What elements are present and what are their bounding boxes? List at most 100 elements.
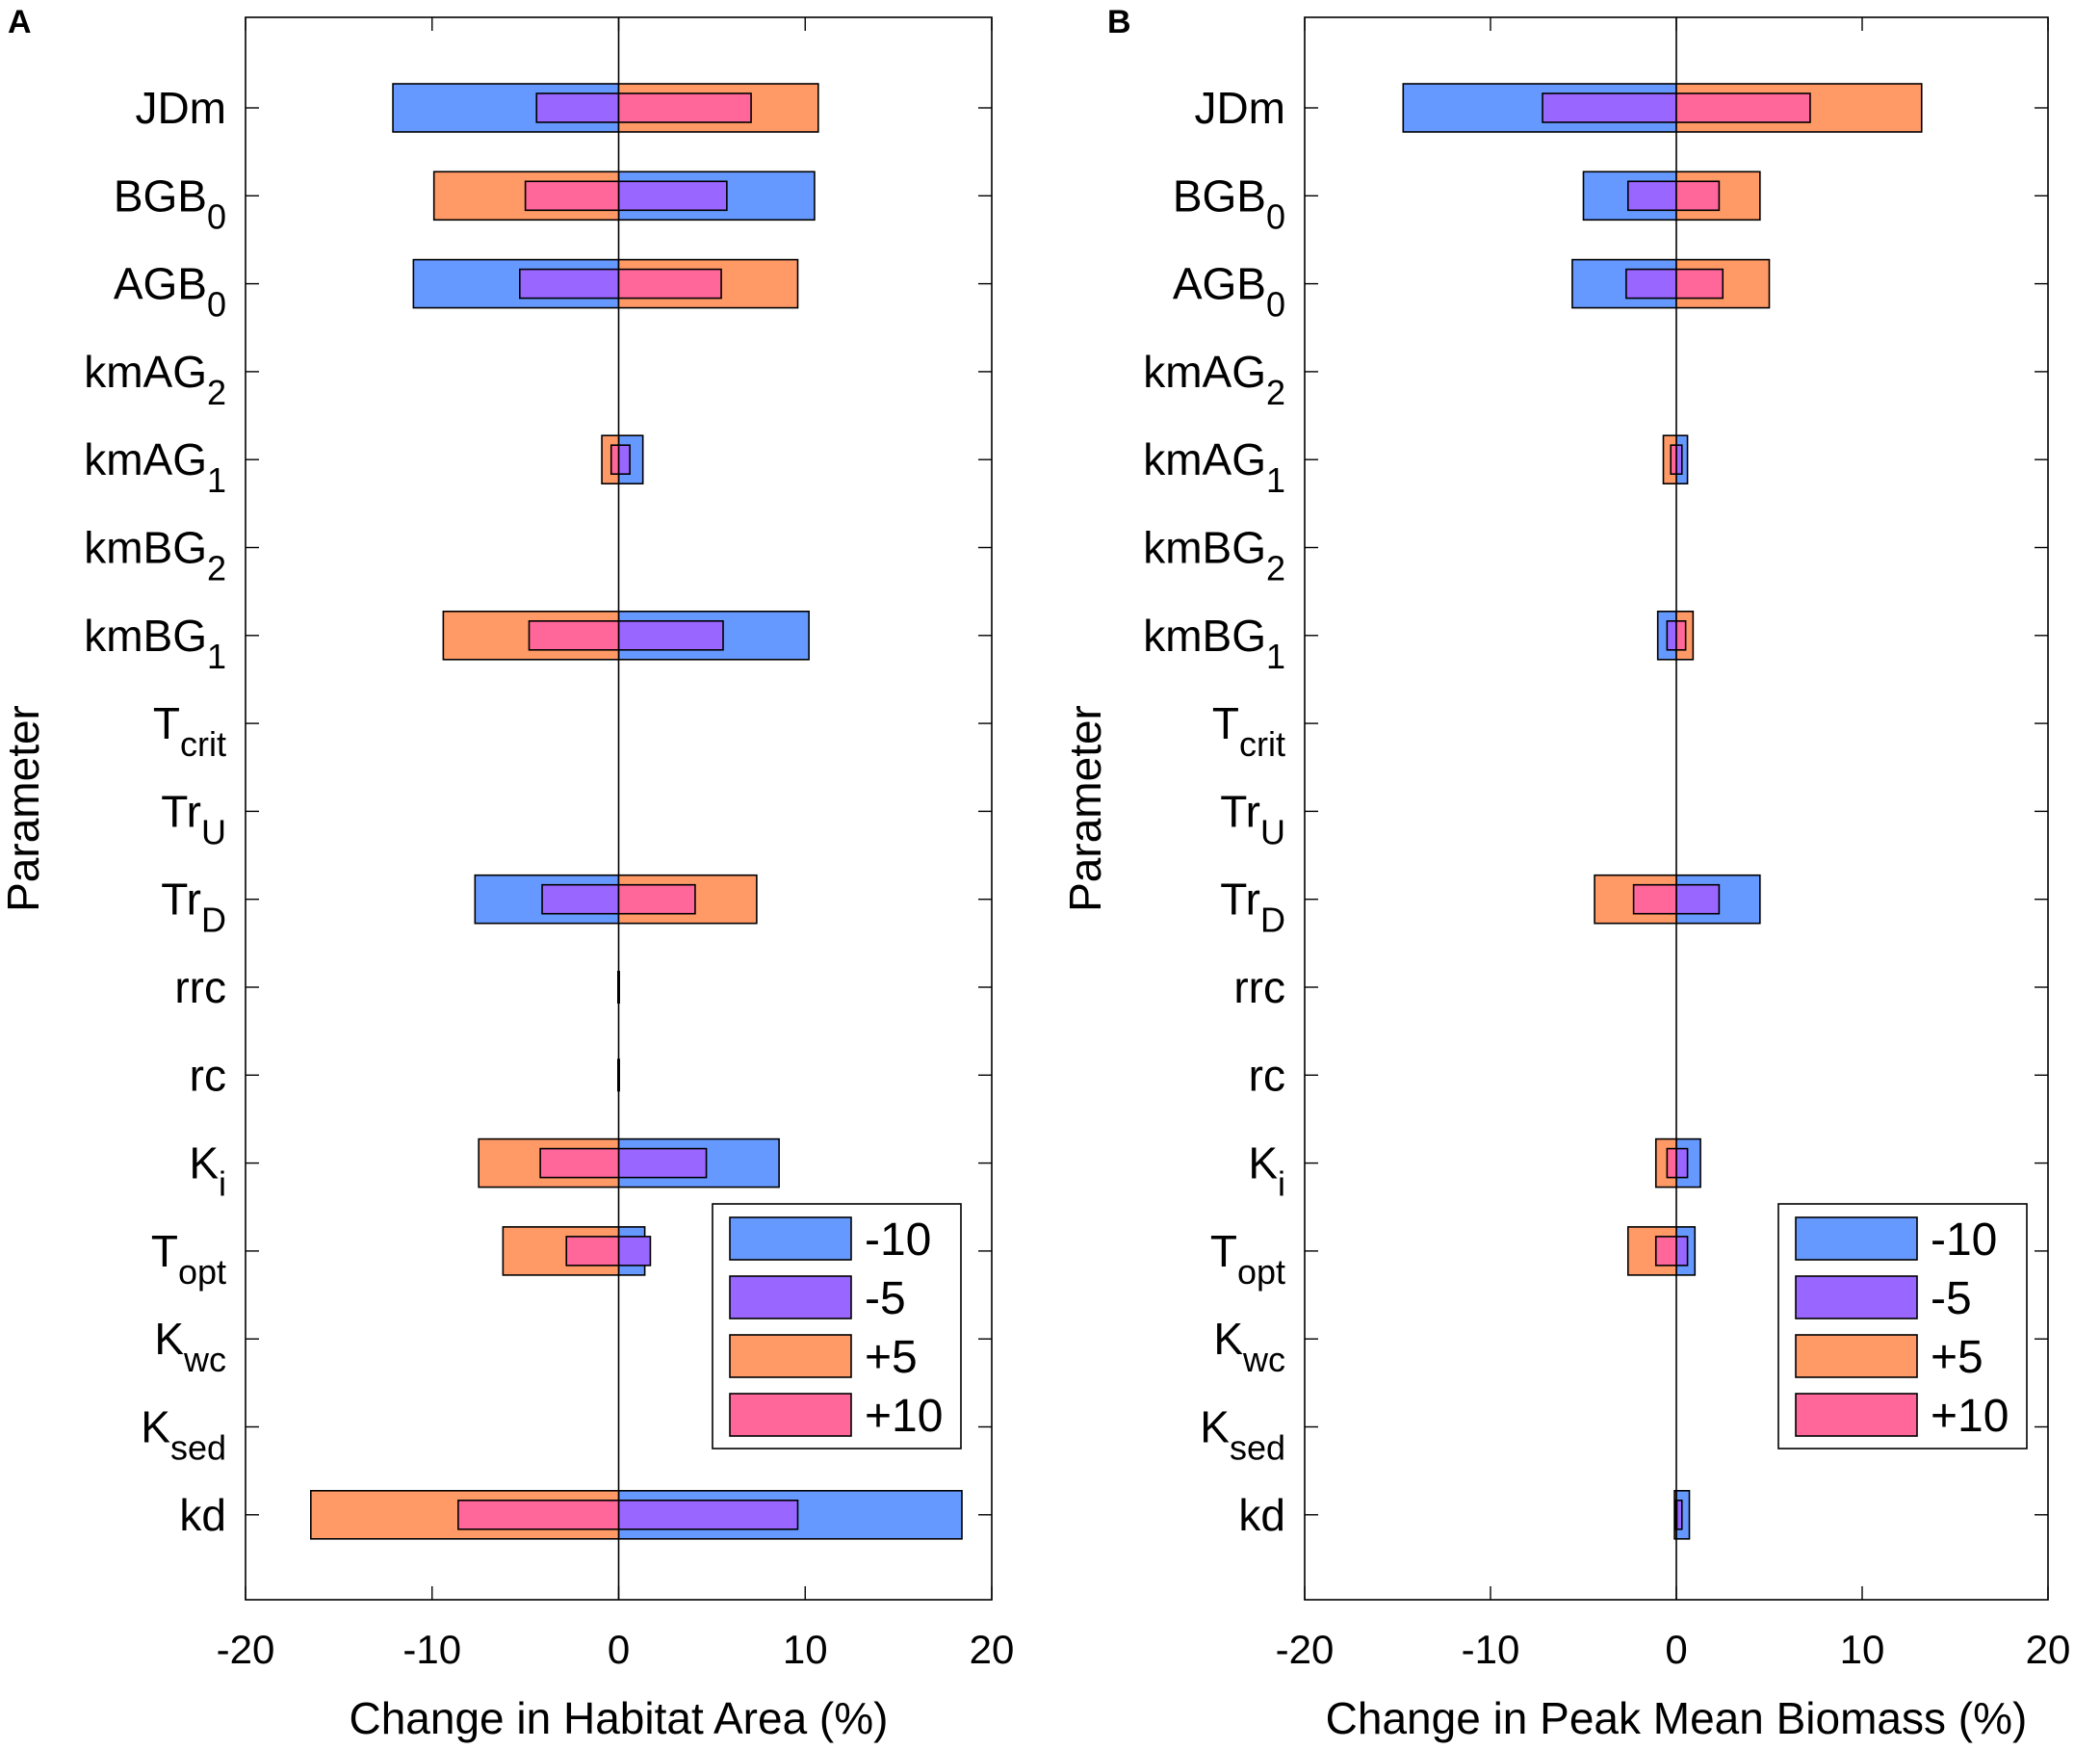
legend-label: -10 <box>865 1215 931 1266</box>
x-tick-label: -20 <box>217 1627 275 1672</box>
category-label: kmBG1 <box>1143 611 1285 676</box>
category-label: rc <box>190 1050 226 1100</box>
bar-+10 <box>617 883 696 915</box>
category-label: TrD <box>161 875 226 940</box>
legend-swatch <box>729 1393 852 1437</box>
category-label: rrc <box>174 962 226 1012</box>
legend-swatch <box>729 1275 852 1319</box>
y-axis-label: Parameter <box>0 705 48 912</box>
bar-+10 <box>565 1236 620 1267</box>
category-label: kmAG2 <box>1143 347 1285 412</box>
legend-label: -5 <box>1931 1273 1972 1324</box>
bar--5 <box>1675 1147 1689 1179</box>
x-tick-label: -10 <box>402 1627 461 1672</box>
category-label: kd <box>1238 1490 1285 1540</box>
bar-+10 <box>617 92 752 123</box>
category-label: BGB0 <box>114 170 226 236</box>
category-label: Kwc <box>1213 1314 1285 1379</box>
category-label: kmBG2 <box>84 523 226 588</box>
category-label: Ki <box>189 1138 226 1204</box>
category-label: JDm <box>1194 83 1285 133</box>
bar-+10 <box>1632 883 1677 915</box>
legend: -10 -5 +5 +10 <box>1777 1203 2028 1450</box>
bar-+10 <box>539 1147 620 1179</box>
bar-+10 <box>1666 1147 1677 1179</box>
bar-+10 <box>1675 180 1721 212</box>
x-tick-label: 20 <box>970 1627 1015 1672</box>
legend-label: +10 <box>865 1391 943 1442</box>
category-label: TrD <box>1220 875 1285 940</box>
bar-+10 <box>1654 1236 1677 1267</box>
bar--5 <box>1675 1236 1689 1267</box>
panel-B: B JDm BGB0 AGB0 kmAG2 kmAG1 kmBG2 kmBG1 Tcrit TrU… <box>1060 4 2070 1743</box>
bar-+10 <box>1675 92 1811 123</box>
category-label: AGB0 <box>1173 259 1285 325</box>
legend-swatch <box>729 1216 852 1261</box>
bar--5 <box>617 444 631 476</box>
bar--5 <box>1675 444 1683 476</box>
legend-label: -5 <box>865 1273 906 1324</box>
x-axis-label: Change in Habitat Area (%) <box>350 1693 889 1743</box>
category-label: Ksed <box>1200 1402 1285 1468</box>
category-label: kd <box>179 1490 226 1540</box>
category-label: Tcrit <box>1212 698 1285 764</box>
category-label: kmBG1 <box>84 611 226 676</box>
bar-+10 <box>524 180 620 212</box>
bar--5 <box>1625 268 1677 300</box>
bar--5 <box>1627 180 1677 212</box>
bar--5 <box>617 619 724 651</box>
bar-+10 <box>457 1500 620 1530</box>
panel-letter: A <box>8 4 32 40</box>
category-label: Tcrit <box>153 698 226 764</box>
bar--5 <box>617 1500 799 1530</box>
category-label: kmAG1 <box>1143 434 1285 500</box>
legend-label: +10 <box>1931 1391 2009 1442</box>
bar-+10 <box>617 268 722 300</box>
bar--5 <box>541 883 620 915</box>
bar--5 <box>617 1147 708 1179</box>
legend-label: -10 <box>1931 1215 1997 1266</box>
bar--5 <box>1675 883 1721 915</box>
panel-A: A JDm BGB0 AGB0 kmAG2 kmAG1 kmBG2 kmBG1 Tcrit TrU… <box>0 4 1014 1743</box>
x-tick-label: 20 <box>2026 1627 2071 1672</box>
bar--5 <box>1542 92 1677 123</box>
bar-+10 <box>1674 1500 1678 1530</box>
category-label: Topt <box>151 1226 226 1292</box>
category-label: Ksed <box>141 1402 226 1468</box>
x-tick-label: 0 <box>608 1627 630 1672</box>
y-axis-label: Parameter <box>1060 705 1110 912</box>
bar-+10 <box>609 444 620 476</box>
bar-+10 <box>528 619 620 651</box>
category-label: kmAG1 <box>84 434 226 500</box>
bar-+10 <box>1675 619 1687 651</box>
bar-+10 <box>1675 268 1724 300</box>
category-label: JDm <box>135 83 226 133</box>
x-tick-label: -20 <box>1276 1627 1335 1672</box>
bar--5 <box>617 1236 652 1267</box>
bar--10 <box>392 83 620 133</box>
legend: -10 -5 +5 +10 <box>712 1203 962 1450</box>
bar--5 <box>535 92 620 123</box>
category-label: TrU <box>1220 786 1285 851</box>
panel-letter: B <box>1107 4 1131 40</box>
bar--5 <box>1666 619 1677 651</box>
bar--5 <box>519 268 620 300</box>
legend-swatch <box>1795 1334 1918 1378</box>
category-label: Kwc <box>154 1314 226 1379</box>
x-tick-label: 10 <box>1840 1627 1885 1672</box>
bar-+10 <box>1670 444 1677 476</box>
legend-label: +5 <box>865 1332 918 1383</box>
x-tick-label: -10 <box>1462 1627 1520 1672</box>
x-tick-label: 10 <box>783 1627 828 1672</box>
category-label: Ki <box>1248 1138 1285 1204</box>
legend-swatch <box>729 1334 852 1378</box>
category-label: TrU <box>161 786 226 851</box>
legend-swatch <box>1795 1393 1918 1437</box>
legend-swatch <box>1795 1275 1918 1319</box>
category-label: Topt <box>1210 1226 1285 1292</box>
legend-label: +5 <box>1931 1332 1983 1383</box>
x-axis-label: Change in Peak Mean Biomass (%) <box>1326 1693 2028 1743</box>
category-label: AGB0 <box>114 259 226 325</box>
category-label: kmBG2 <box>1143 523 1285 588</box>
